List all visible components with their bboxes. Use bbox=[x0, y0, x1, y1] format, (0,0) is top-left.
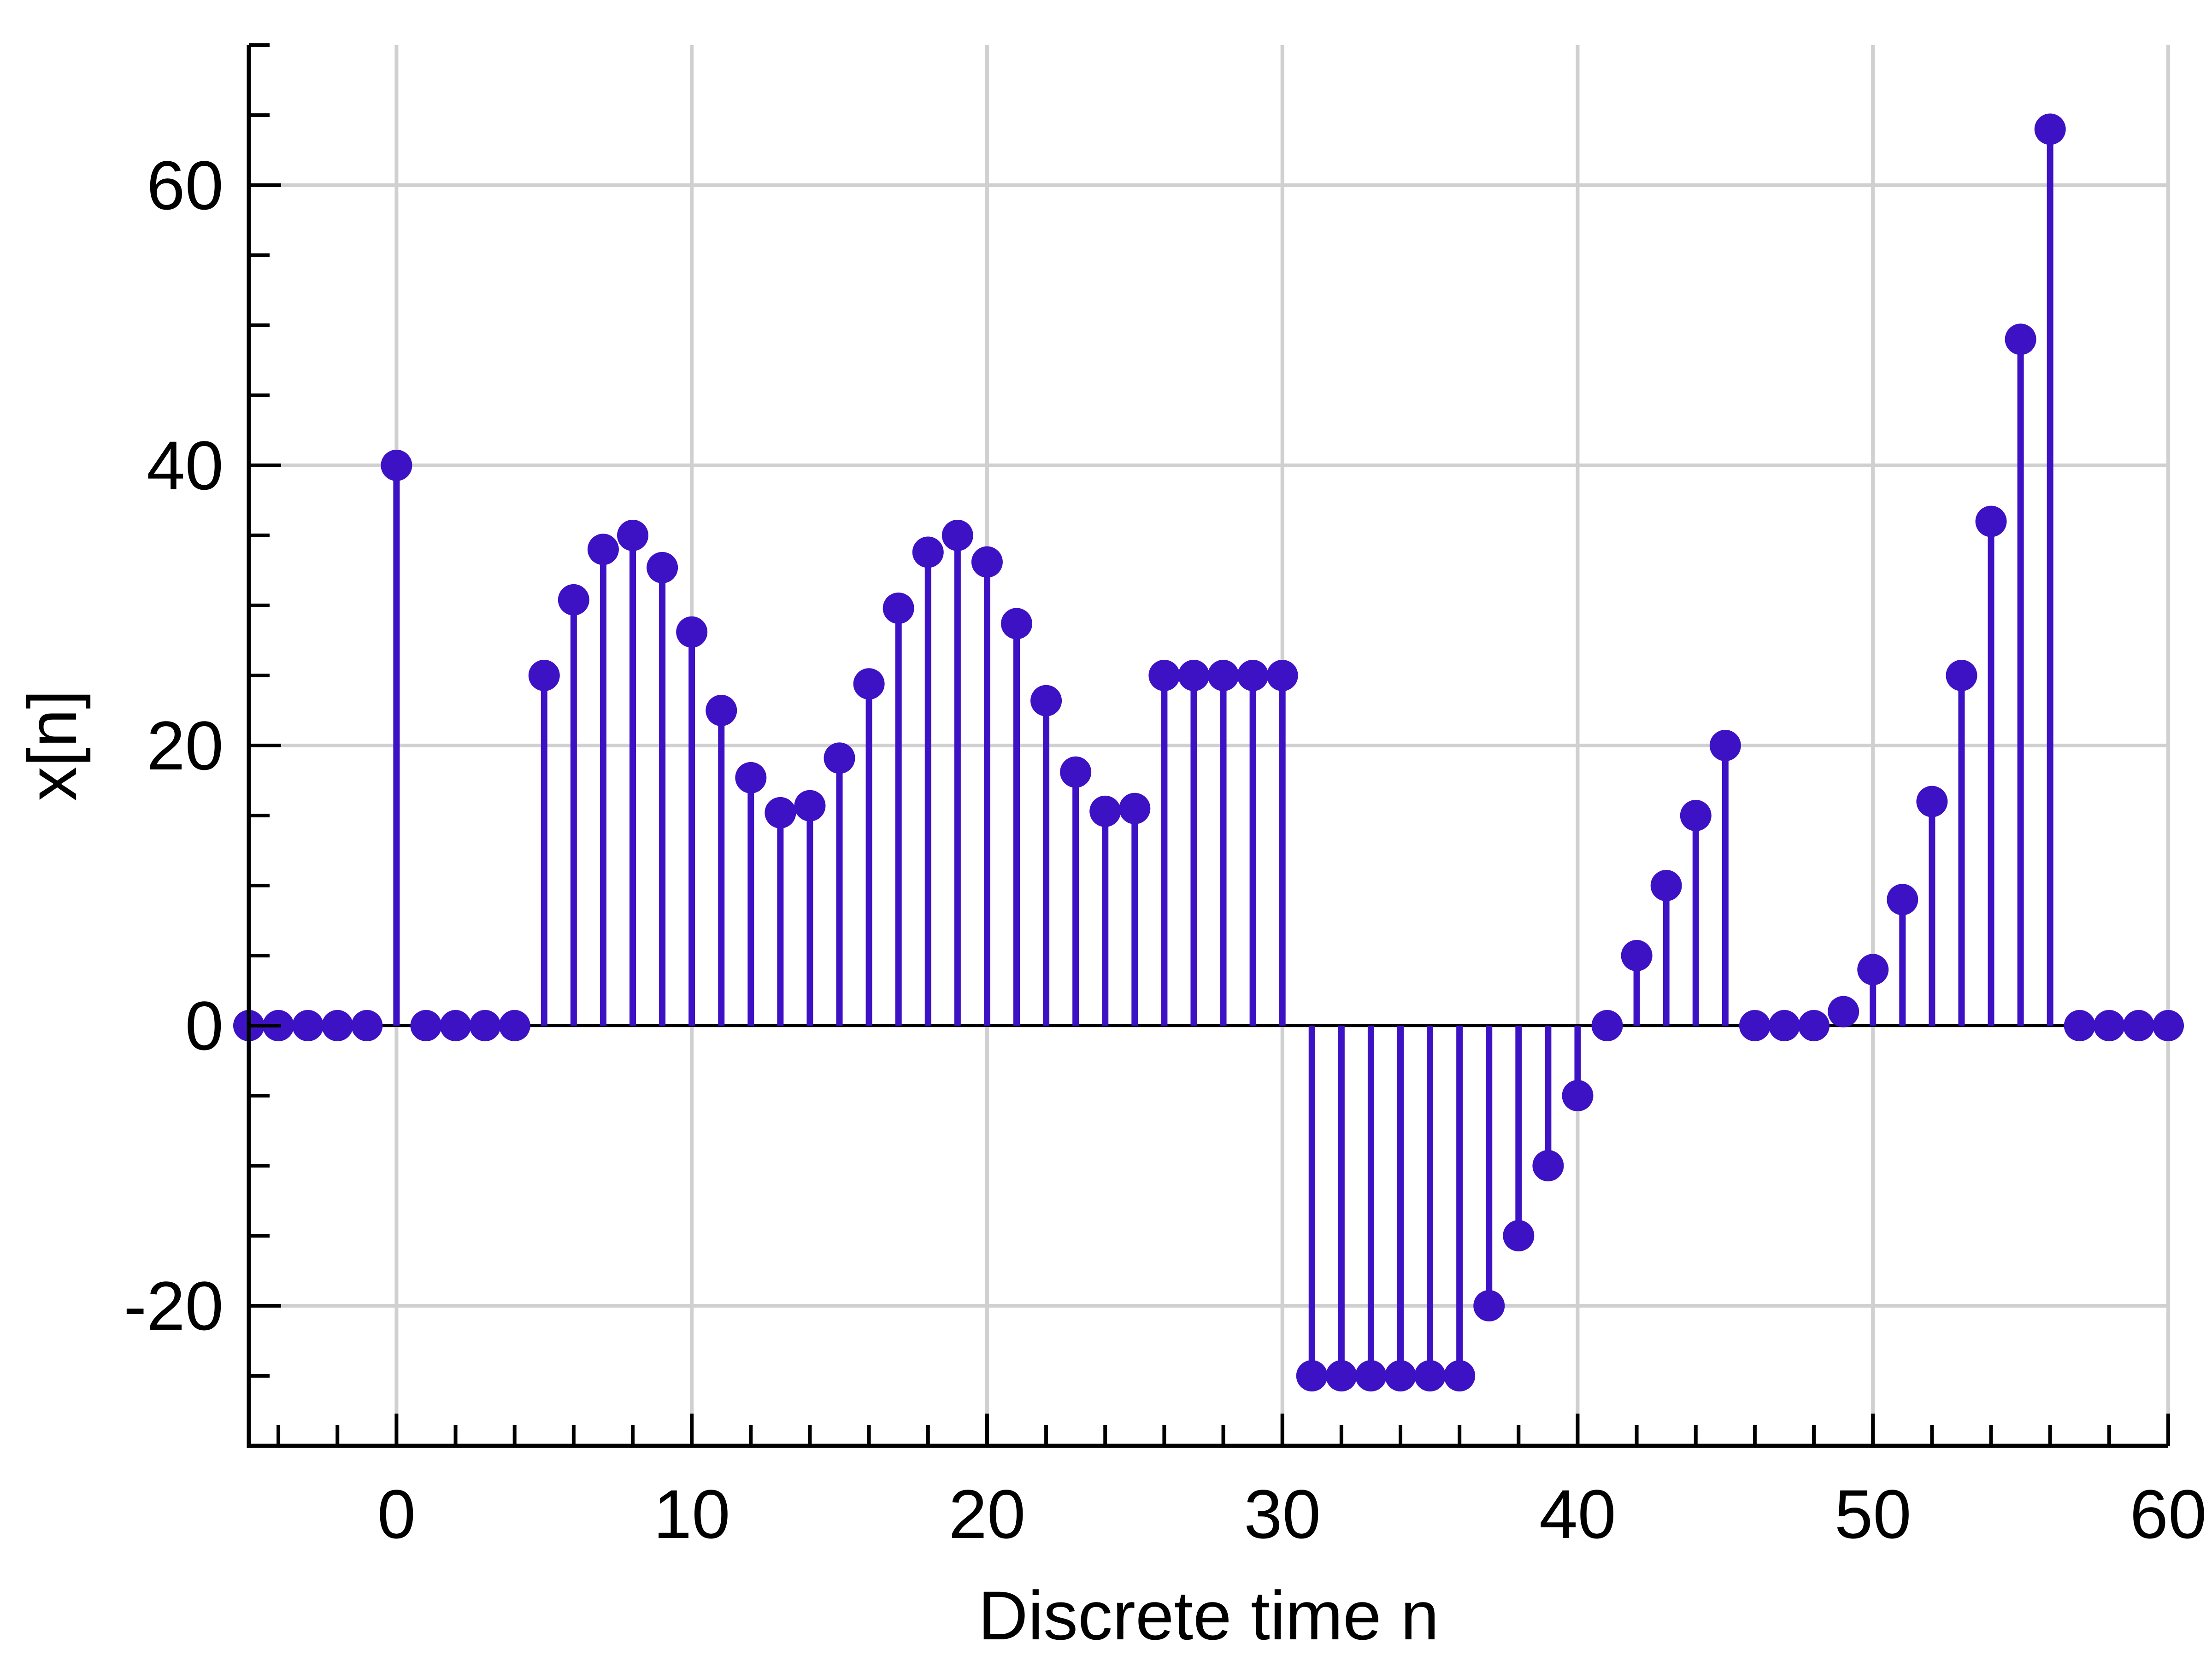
x-tick-label: 50 bbox=[1835, 1475, 1912, 1553]
x-axis-title: Discrete time n bbox=[978, 1577, 1439, 1654]
stem-marker bbox=[1769, 1010, 1800, 1041]
stem-marker bbox=[2034, 113, 2066, 145]
stem-marker bbox=[1001, 608, 1032, 640]
stem-marker bbox=[1975, 505, 2007, 537]
stem-marker bbox=[2093, 1010, 2125, 1041]
y-tick-label: 40 bbox=[147, 427, 224, 504]
axis-layer bbox=[247, 43, 2170, 1448]
y-tick-label: 60 bbox=[147, 147, 224, 224]
stem-marker bbox=[1119, 792, 1151, 824]
stem-marker bbox=[528, 660, 560, 691]
y-tick-label: 0 bbox=[185, 987, 224, 1064]
stem-marker bbox=[1414, 1360, 1446, 1391]
stem-marker bbox=[1650, 870, 1682, 901]
x-tick-label: 60 bbox=[2130, 1475, 2207, 1553]
y-tick-label: 20 bbox=[147, 707, 224, 784]
stem-marker bbox=[1798, 1010, 1830, 1041]
stem-marker bbox=[853, 668, 885, 700]
stem-marker bbox=[1473, 1290, 1505, 1321]
stem-marker bbox=[469, 1010, 501, 1041]
grid-layer bbox=[249, 45, 2170, 1446]
y-axis-title: x[n] bbox=[13, 690, 91, 801]
stem-marker bbox=[941, 520, 973, 551]
stem-marker bbox=[1739, 1010, 1771, 1041]
stem-marker bbox=[322, 1010, 353, 1041]
stem-marker bbox=[587, 534, 619, 565]
stem-marker bbox=[1532, 1150, 1564, 1181]
stem-marker bbox=[1178, 660, 1210, 691]
stem-marker bbox=[1089, 795, 1121, 827]
stem-marker bbox=[1857, 954, 1889, 986]
stem-marker bbox=[2064, 1010, 2095, 1041]
y-tick-label: -20 bbox=[124, 1267, 224, 1344]
stem-marker bbox=[971, 546, 1003, 578]
stem-marker bbox=[1060, 756, 1092, 788]
stem-marker bbox=[1266, 660, 1298, 691]
stem-marker bbox=[1709, 730, 1741, 761]
stem-marker bbox=[381, 450, 412, 481]
stem-marker bbox=[1444, 1360, 1476, 1391]
stem-marker bbox=[794, 790, 826, 822]
stem-marker bbox=[1325, 1360, 1357, 1391]
stem-marker bbox=[558, 584, 589, 616]
label-layer: Discrete time n x[n] 0 10 20 30 40 50 60 -20 0 20… bbox=[13, 147, 2206, 1654]
stem-marker bbox=[1562, 1080, 1594, 1111]
stem-marker bbox=[1030, 685, 1062, 716]
x-tick-label: 0 bbox=[377, 1475, 416, 1553]
stem-marker bbox=[1296, 1360, 1328, 1391]
stem-marker bbox=[1591, 1010, 1623, 1041]
stem-marker bbox=[824, 742, 855, 774]
stem-marker bbox=[617, 520, 648, 551]
stem-marker bbox=[735, 762, 767, 793]
stem-marker bbox=[1385, 1360, 1416, 1391]
x-tick-label: 20 bbox=[948, 1475, 1025, 1553]
stem-marker bbox=[706, 695, 737, 726]
stem-marker bbox=[1916, 786, 1948, 817]
stem-marker bbox=[2005, 323, 2036, 355]
x-tick-label: 30 bbox=[1244, 1475, 1321, 1553]
stem-marker bbox=[351, 1010, 383, 1041]
stem-layer bbox=[233, 113, 2184, 1391]
stem-marker bbox=[1355, 1360, 1387, 1391]
stem-marker bbox=[1148, 660, 1180, 691]
stem-marker bbox=[292, 1010, 324, 1041]
stem-marker bbox=[1621, 940, 1653, 971]
stem-marker bbox=[1237, 660, 1269, 691]
stem-marker bbox=[1828, 996, 1859, 1027]
stem-marker bbox=[2123, 1010, 2154, 1041]
stem-marker bbox=[440, 1010, 471, 1041]
stem-marker bbox=[1946, 660, 1977, 691]
stem-marker bbox=[676, 616, 708, 648]
stem-marker bbox=[410, 1010, 442, 1041]
stem-marker bbox=[765, 797, 796, 828]
stem-marker bbox=[1887, 884, 1918, 916]
stem-marker bbox=[882, 593, 914, 624]
stem-marker bbox=[1207, 660, 1239, 691]
x-tick-label: 10 bbox=[653, 1475, 730, 1553]
stem-marker bbox=[647, 552, 678, 583]
stem-marker bbox=[1503, 1220, 1535, 1251]
stem-marker bbox=[2153, 1010, 2184, 1041]
stem-marker bbox=[1680, 800, 1712, 831]
x-tick-label: 40 bbox=[1539, 1475, 1616, 1553]
stem-marker bbox=[499, 1010, 530, 1041]
stem-marker bbox=[912, 536, 944, 568]
